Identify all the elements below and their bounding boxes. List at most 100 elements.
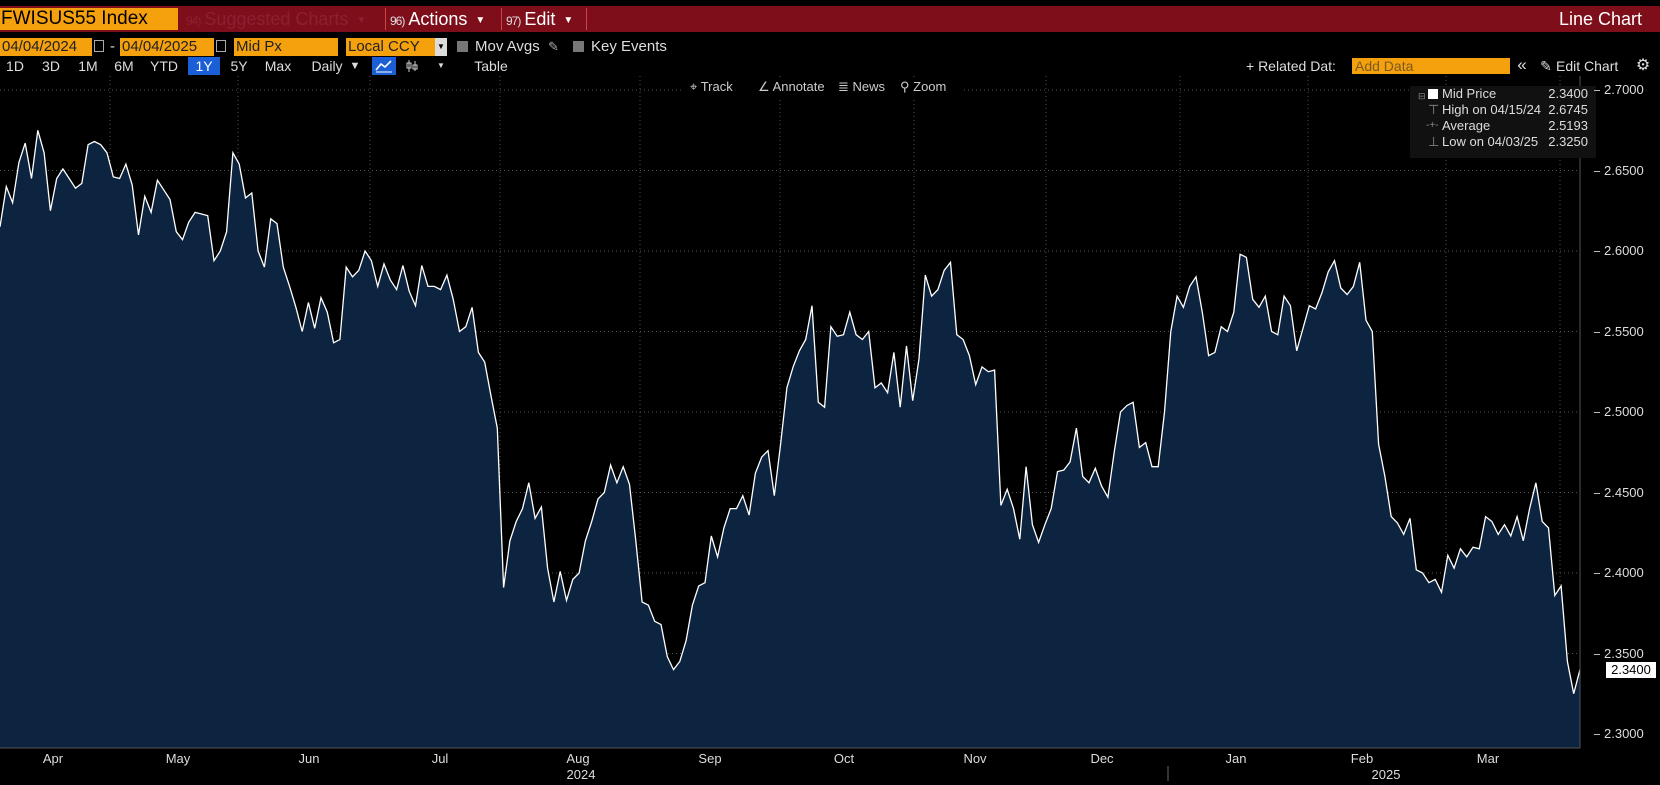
security-ticker-field[interactable]: FWISUS55 Index bbox=[0, 8, 178, 30]
low-marker-icon: ⊥ bbox=[1428, 134, 1440, 149]
currency-select[interactable]: Local CCY bbox=[346, 38, 436, 56]
x-tick-label: Nov bbox=[963, 751, 987, 766]
chart-legend: ⊟ Mid Price 2.3400 ⊤ High on 04/15/24 2.… bbox=[1410, 86, 1596, 158]
menu-divider bbox=[501, 8, 502, 30]
menu-number: 94) bbox=[186, 14, 201, 28]
edit-chart-button[interactable]: Edit Chart bbox=[1556, 58, 1619, 74]
suggested-charts-menu[interactable]: 94) Suggested Charts ▼ bbox=[186, 8, 366, 30]
y-tick-label: 2.7000 bbox=[1604, 82, 1644, 97]
search-icon: ⚲ bbox=[900, 79, 914, 94]
key-events-checkbox[interactable] bbox=[573, 41, 584, 52]
menu-label: Edit bbox=[524, 9, 556, 29]
frequency-select[interactable]: Daily bbox=[311, 58, 343, 74]
range-1y-button[interactable]: 1Y bbox=[188, 57, 220, 75]
last-value-label: 2.3400 bbox=[1606, 661, 1656, 678]
news-tool-label: News bbox=[852, 79, 886, 94]
price-chart[interactable] bbox=[0, 76, 1660, 785]
range-6m-button[interactable]: 6M bbox=[114, 58, 134, 74]
x-tick-label: Dec bbox=[1090, 751, 1114, 766]
menu-divider bbox=[385, 8, 386, 30]
y-tick-label: 2.6000 bbox=[1604, 243, 1644, 258]
chevron-down-icon: ▼ bbox=[563, 15, 574, 26]
x-tick-label: Mar bbox=[1476, 751, 1500, 766]
gear-icon[interactable]: ⚙ bbox=[1635, 57, 1651, 74]
x-year-label: 2025 bbox=[1371, 767, 1401, 782]
chevron-down-icon: ▼ bbox=[475, 15, 486, 26]
calendar-icon[interactable] bbox=[94, 40, 104, 52]
add-data-input[interactable]: Add Data bbox=[1352, 58, 1510, 74]
range-5y-button[interactable]: 5Y bbox=[230, 58, 248, 74]
end-date-field[interactable]: 04/04/2025 bbox=[120, 38, 214, 56]
candlestick-icon[interactable] bbox=[402, 57, 422, 75]
annotate-icon: ∠ bbox=[758, 79, 773, 94]
x-tick-label: Oct bbox=[833, 751, 855, 766]
related-data-button[interactable]: + Related Dat: bbox=[1246, 58, 1336, 74]
annotate-tool[interactable]: ∠ Annotate bbox=[758, 78, 825, 96]
date-separator: - bbox=[110, 38, 115, 55]
chevron-down-icon[interactable]: ▼ bbox=[435, 38, 447, 56]
chart-type-title: Line Chart bbox=[1558, 9, 1642, 29]
x-year-label: 2024 bbox=[566, 767, 596, 782]
legend-swatch-icon bbox=[1428, 89, 1438, 99]
collapse-icon[interactable]: « bbox=[1517, 55, 1527, 74]
mov-avgs-checkbox[interactable] bbox=[457, 41, 468, 52]
zoom-tool-label: Zoom bbox=[913, 79, 947, 94]
x-tick-label: Jan bbox=[1225, 751, 1247, 766]
mov-avgs-label: Mov Avgs bbox=[475, 38, 540, 55]
title-bar-strip bbox=[0, 6, 1660, 32]
average-marker-icon: -+- bbox=[1426, 120, 1439, 131]
y-tick-mark bbox=[1594, 653, 1600, 655]
news-tool[interactable]: ≣ News bbox=[838, 78, 885, 96]
range-1m-button[interactable]: 1M bbox=[78, 58, 98, 74]
x-tick-label: Feb bbox=[1350, 751, 1374, 766]
start-date-field[interactable]: 04/04/2024 bbox=[0, 38, 92, 56]
menu-label: Suggested Charts bbox=[204, 9, 349, 29]
y-tick-mark bbox=[1594, 331, 1600, 333]
crosshair-icon: ⌖ bbox=[690, 79, 701, 94]
menu-label: Actions bbox=[408, 9, 468, 29]
legend-value: 2.3400 bbox=[1548, 86, 1588, 101]
annotate-tool-label: Annotate bbox=[772, 79, 825, 94]
calendar-icon[interactable] bbox=[216, 40, 226, 52]
pencil-icon[interactable]: ✎ bbox=[1540, 58, 1552, 74]
range-max-button[interactable]: Max bbox=[264, 58, 292, 74]
x-tick-label: Jun bbox=[298, 751, 320, 766]
y-tick-mark bbox=[1594, 734, 1600, 735]
legend-tree-icon: ⊟ bbox=[1418, 91, 1426, 101]
y-tick-label: 2.5000 bbox=[1604, 404, 1644, 419]
range-1d-button[interactable]: 1D bbox=[6, 58, 24, 74]
y-tick-label: 2.3500 bbox=[1604, 645, 1644, 661]
chart-tools-bar bbox=[683, 77, 961, 97]
y-tick-label: 2.5500 bbox=[1604, 323, 1644, 339]
actions-menu[interactable]: 96) Actions ▼ bbox=[390, 8, 485, 30]
y-tick-mark bbox=[1594, 412, 1600, 413]
chevron-down-icon[interactable]: ▼ bbox=[349, 60, 361, 72]
track-tool-label: Track bbox=[700, 79, 733, 94]
y-tick-label: 2.4500 bbox=[1604, 484, 1644, 500]
legend-label: Mid Price bbox=[1442, 86, 1497, 101]
menu-number: 96) bbox=[390, 14, 405, 28]
price-area-fill bbox=[0, 130, 1580, 749]
chevron-down-icon: ▼ bbox=[356, 15, 367, 26]
legend-label: Low on 04/03/25 bbox=[1442, 134, 1539, 149]
line-chart-icon[interactable] bbox=[372, 57, 396, 75]
x-tick-label: Sep bbox=[698, 751, 722, 766]
chevron-down-icon[interactable]: ▼ bbox=[437, 61, 445, 70]
track-tool[interactable]: ⌖ Track bbox=[690, 78, 733, 96]
y-tick-mark bbox=[1594, 251, 1600, 252]
range-ytd-button[interactable]: YTD bbox=[150, 58, 178, 74]
zoom-tool[interactable]: ⚲ Zoom bbox=[900, 78, 946, 96]
y-tick-mark bbox=[1594, 170, 1600, 172]
range-3d-button[interactable]: 3D bbox=[42, 58, 60, 74]
legend-value: 2.6745 bbox=[1548, 102, 1588, 117]
y-tick-label: 2.3000 bbox=[1604, 726, 1644, 741]
menu-divider bbox=[586, 8, 587, 30]
edit-menu[interactable]: 97) Edit ▼ bbox=[506, 8, 573, 30]
y-tick-mark bbox=[1594, 492, 1600, 494]
key-events-label: Key Events bbox=[591, 38, 667, 55]
y-tick-mark bbox=[1594, 573, 1600, 574]
x-tick-label: Apr bbox=[42, 751, 64, 766]
table-button[interactable]: Table bbox=[474, 58, 508, 74]
price-field-select[interactable]: Mid Px bbox=[234, 38, 338, 56]
pencil-icon[interactable]: ✎ bbox=[548, 39, 559, 54]
